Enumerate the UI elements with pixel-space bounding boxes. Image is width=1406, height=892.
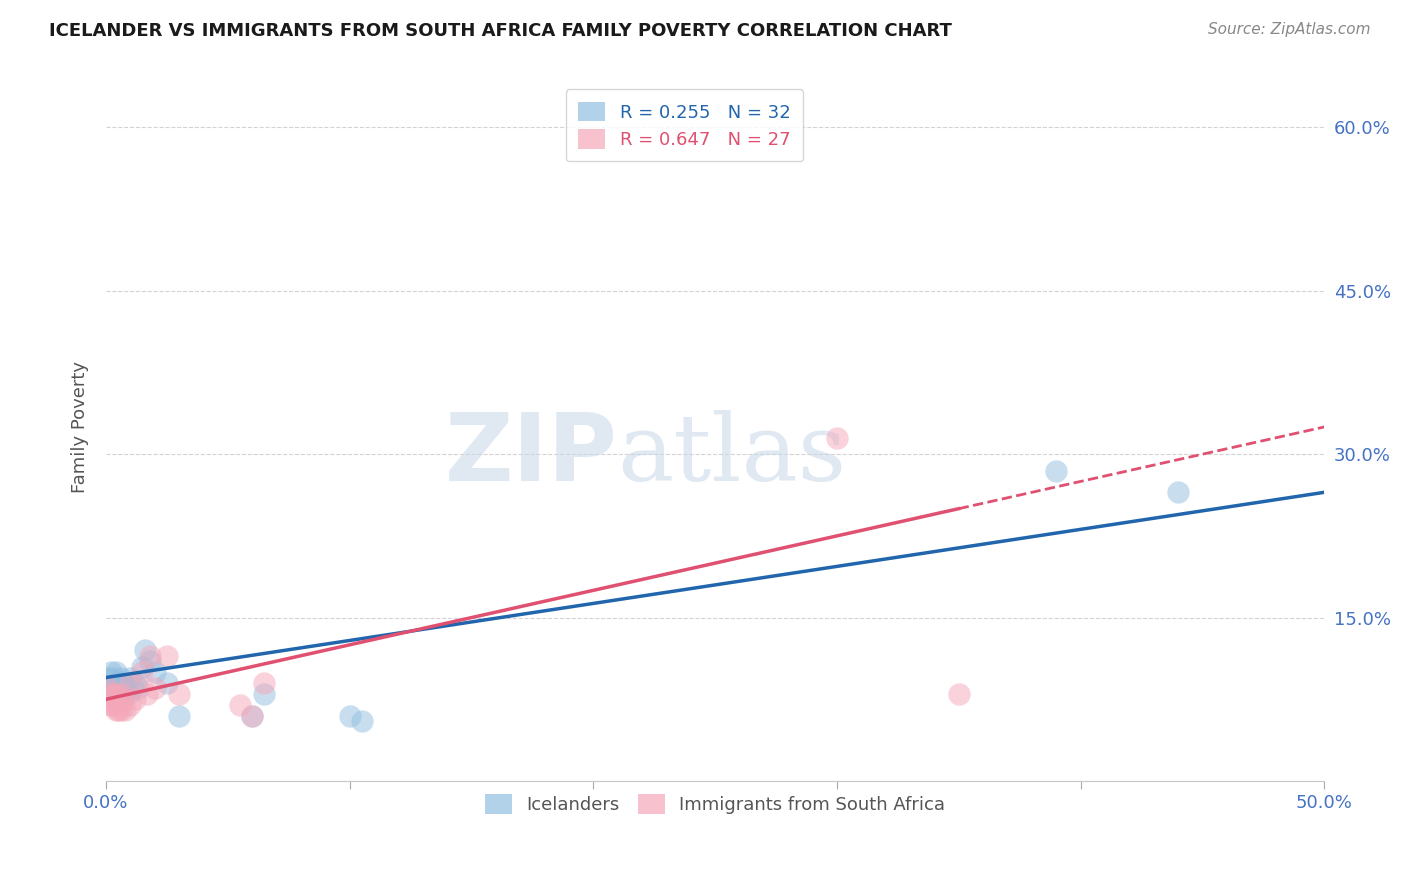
Point <box>167 708 190 723</box>
Point <box>124 676 146 690</box>
Point <box>124 692 146 706</box>
Point <box>120 676 142 690</box>
Point <box>1167 485 1189 500</box>
Point <box>131 665 153 679</box>
Point <box>114 703 136 717</box>
Point <box>104 687 127 701</box>
Point <box>107 703 129 717</box>
Point <box>103 681 125 696</box>
Y-axis label: Family Poverty: Family Poverty <box>72 361 89 493</box>
Point <box>97 681 120 696</box>
Point <box>97 681 120 696</box>
Point <box>110 671 132 685</box>
Point <box>110 703 132 717</box>
Point <box>139 654 162 668</box>
Point <box>103 671 125 685</box>
Point <box>104 676 127 690</box>
Point <box>110 681 132 696</box>
Point <box>825 431 848 445</box>
Text: ZIP: ZIP <box>444 409 617 501</box>
Point <box>111 687 134 701</box>
Point <box>143 665 166 679</box>
Point <box>156 648 179 663</box>
Point <box>100 687 122 701</box>
Point <box>107 687 129 701</box>
Point <box>100 687 122 701</box>
Point <box>111 676 134 690</box>
Point <box>114 681 136 696</box>
Point <box>134 643 156 657</box>
Point <box>97 692 120 706</box>
Point <box>104 703 127 717</box>
Point <box>120 671 142 685</box>
Text: ICELANDER VS IMMIGRANTS FROM SOUTH AFRICA FAMILY POVERTY CORRELATION CHART: ICELANDER VS IMMIGRANTS FROM SOUTH AFRIC… <box>49 22 952 40</box>
Point <box>253 687 276 701</box>
Point <box>110 687 132 701</box>
Point <box>136 687 159 701</box>
Point <box>339 708 361 723</box>
Point <box>229 698 252 712</box>
Point <box>131 659 153 673</box>
Point <box>127 681 149 696</box>
Point <box>103 687 125 701</box>
Point <box>156 676 179 690</box>
Point <box>97 671 120 685</box>
Point <box>117 687 139 701</box>
Point <box>1045 464 1067 478</box>
Point <box>100 698 122 712</box>
Point <box>111 692 134 706</box>
Point <box>240 708 263 723</box>
Point <box>103 698 125 712</box>
Legend: Icelanders, Immigrants from South Africa: Icelanders, Immigrants from South Africa <box>474 783 956 825</box>
Point <box>121 681 143 696</box>
Point <box>120 698 142 712</box>
Point <box>104 665 127 679</box>
Point <box>948 687 970 701</box>
Point <box>107 676 129 690</box>
Text: atlas: atlas <box>617 410 846 500</box>
Point <box>350 714 373 728</box>
Point <box>139 648 162 663</box>
Point <box>240 708 263 723</box>
Point <box>167 687 190 701</box>
Point <box>143 681 166 696</box>
Point <box>100 665 122 679</box>
Text: Source: ZipAtlas.com: Source: ZipAtlas.com <box>1208 22 1371 37</box>
Point <box>253 676 276 690</box>
